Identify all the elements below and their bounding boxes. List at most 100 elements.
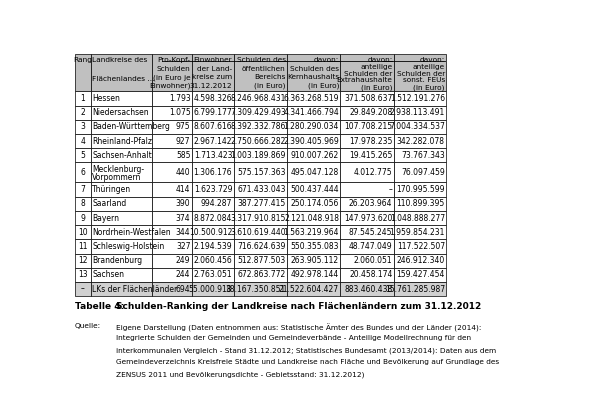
Text: Landkreise des: Landkreise des — [92, 57, 147, 63]
Bar — [192, 54, 234, 91]
Bar — [152, 268, 192, 282]
Text: davon:: davon: — [420, 57, 445, 63]
Text: (in Euro): (in Euro) — [254, 83, 286, 89]
Bar — [152, 148, 192, 162]
Text: 13: 13 — [78, 270, 87, 279]
Bar — [90, 282, 152, 296]
Text: 672.863.772: 672.863.772 — [237, 270, 286, 279]
Bar — [394, 106, 446, 120]
Text: 716.624.639: 716.624.639 — [237, 242, 286, 251]
Text: Baden-Württemberg: Baden-Württemberg — [92, 122, 170, 132]
Text: Bereichs: Bereichs — [254, 74, 286, 80]
Text: 671.433.043: 671.433.043 — [237, 185, 286, 194]
Text: 5: 5 — [80, 151, 85, 160]
Bar — [340, 268, 394, 282]
Bar — [75, 225, 90, 239]
Bar — [394, 120, 446, 134]
Bar — [394, 282, 446, 296]
Text: Pro-Kopf-: Pro-Kopf- — [158, 57, 190, 63]
Bar — [75, 254, 90, 268]
Text: 342.282.078: 342.282.078 — [397, 136, 445, 145]
Text: 159.427.454: 159.427.454 — [397, 270, 445, 279]
Text: 10.500.912: 10.500.912 — [189, 228, 232, 237]
Bar — [234, 211, 287, 225]
Text: öffentlichen: öffentlichen — [242, 66, 286, 72]
Bar — [287, 211, 340, 225]
Text: 117.522.507: 117.522.507 — [397, 242, 445, 251]
Bar — [287, 239, 340, 254]
Text: 6.363.268.519: 6.363.268.519 — [283, 94, 339, 103]
Text: –: – — [81, 284, 84, 293]
Text: 244: 244 — [176, 270, 190, 279]
Bar — [340, 148, 394, 162]
Bar — [340, 211, 394, 225]
Text: 550.355.083: 550.355.083 — [291, 242, 339, 251]
Bar — [152, 239, 192, 254]
Bar — [152, 211, 192, 225]
Text: 910.007.262: 910.007.262 — [291, 151, 339, 160]
Text: Mecklenburg-: Mecklenburg- — [92, 165, 144, 174]
Text: 2.121.048.918: 2.121.048.918 — [284, 213, 339, 222]
Text: 263.905.112: 263.905.112 — [291, 256, 339, 265]
Bar — [234, 91, 287, 106]
Text: Integrierte Schulden der Gemeinden und Gemeindeverbände - Anteilige Modellrechnu: Integrierte Schulden der Gemeinden und G… — [116, 335, 471, 342]
Bar — [234, 282, 287, 296]
Bar — [287, 106, 340, 120]
Text: 440: 440 — [176, 168, 190, 177]
Text: Sachsen-Anhalt: Sachsen-Anhalt — [92, 151, 152, 160]
Text: 390: 390 — [176, 199, 190, 208]
Bar — [287, 282, 340, 296]
Text: Flächenlandes ...: Flächenlandes ... — [92, 76, 155, 82]
Bar — [152, 225, 192, 239]
Text: 76.097.459: 76.097.459 — [401, 168, 445, 177]
Text: Schulden der: Schulden der — [397, 71, 445, 77]
Text: 975: 975 — [176, 122, 190, 132]
Bar — [340, 239, 394, 254]
Bar — [152, 197, 192, 211]
Text: Einwohner): Einwohner) — [149, 83, 190, 89]
Bar — [192, 91, 234, 106]
Text: 414: 414 — [176, 185, 190, 194]
Bar — [90, 268, 152, 282]
Text: Kernhaushalts: Kernhaushalts — [287, 74, 339, 80]
Bar — [90, 211, 152, 225]
Text: 492.978.144: 492.978.144 — [291, 270, 339, 279]
Bar — [287, 91, 340, 106]
Text: 994.287: 994.287 — [201, 199, 232, 208]
Bar — [340, 120, 394, 134]
Bar — [287, 54, 340, 91]
Bar — [152, 182, 192, 197]
Text: 15.761.285.987: 15.761.285.987 — [385, 284, 445, 293]
Bar — [90, 148, 152, 162]
Bar — [287, 162, 340, 182]
Text: 883.460.438: 883.460.438 — [344, 284, 392, 293]
Bar — [75, 239, 90, 254]
Text: 374: 374 — [176, 213, 190, 222]
Bar — [340, 54, 394, 91]
Bar — [90, 239, 152, 254]
Text: Schulden-Ranking der Landkreise nach Flächenländern zum 31.12.2012: Schulden-Ranking der Landkreise nach Flä… — [116, 302, 481, 311]
Text: 4.598.326: 4.598.326 — [193, 94, 232, 103]
Text: 7.004.334.537: 7.004.334.537 — [389, 122, 445, 132]
Bar — [192, 197, 234, 211]
Text: Nordrhein-Westfalen: Nordrhein-Westfalen — [92, 228, 171, 237]
Text: sonst. FEUs: sonst. FEUs — [403, 77, 445, 83]
Text: 575.157.363: 575.157.363 — [237, 168, 286, 177]
Text: 1.306.176: 1.306.176 — [193, 168, 232, 177]
Bar — [152, 282, 192, 296]
Bar — [75, 148, 90, 162]
Text: 1.623.729: 1.623.729 — [193, 185, 232, 194]
Bar — [192, 225, 234, 239]
Text: (in Euro): (in Euro) — [307, 83, 339, 89]
Bar — [90, 254, 152, 268]
Text: 2.390.405.969: 2.390.405.969 — [283, 136, 339, 145]
Bar — [90, 54, 152, 91]
Bar — [340, 182, 394, 197]
Text: 8.872.084: 8.872.084 — [194, 213, 232, 222]
Bar — [75, 106, 90, 120]
Text: 9: 9 — [80, 213, 85, 222]
Text: 512.877.503: 512.877.503 — [237, 256, 286, 265]
Text: 344: 344 — [176, 228, 190, 237]
Text: 1.959.854.231: 1.959.854.231 — [389, 228, 445, 237]
Text: 495.047.128: 495.047.128 — [291, 168, 339, 177]
